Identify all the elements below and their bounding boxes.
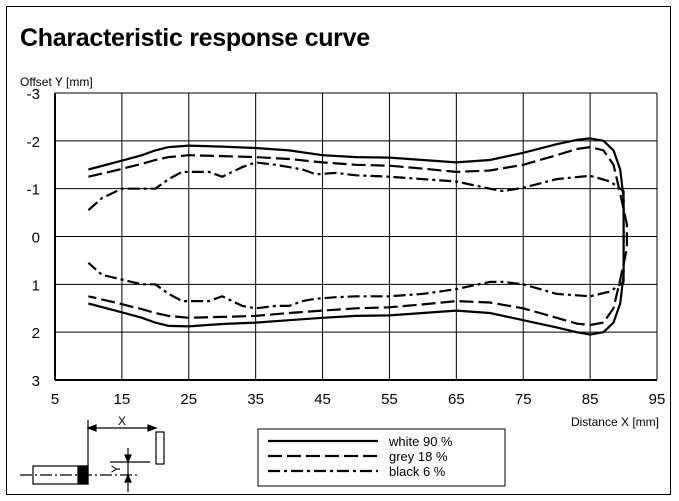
legend-label: grey 18 % (389, 449, 448, 464)
x-tick-label: 85 (582, 391, 599, 408)
x-tick-label: 75 (515, 391, 532, 408)
y-tick-label: 0 (32, 230, 40, 247)
curve-dashed (88, 146, 629, 327)
x-tick-label: 95 (649, 391, 666, 408)
diagram-y-label: Y (109, 465, 123, 473)
y-tick-label: 2 (32, 325, 40, 342)
legend-box (257, 428, 506, 487)
x-axis-label: Distance X [mm] (571, 415, 659, 429)
curve-dashdot (87, 161, 625, 310)
legend: white 90 %grey 18 %black 6 % (257, 428, 506, 487)
y-tick-label: -2 (27, 134, 40, 151)
distance-arrowheads (86, 424, 158, 432)
x-tick-label: 45 (314, 391, 331, 408)
x-tick-label: 5 (51, 391, 59, 408)
x-tick-label: 55 (381, 391, 398, 408)
tick-labels: 5 15 25 35 45 55 65 75 85 95 -3 -2 -1 0 1 2 3 (27, 86, 666, 408)
x-tick-label: 15 (114, 391, 131, 408)
x-tick-label: 35 (247, 391, 264, 408)
y-axis-label: Offset Y [mm] (20, 75, 93, 89)
figure-frame (6, 6, 671, 495)
offset-arrowheads (124, 454, 132, 483)
y-tick-label: 3 (32, 373, 40, 390)
chart-title: Characteristic response curve (20, 24, 370, 52)
diagram-x-label: X (118, 414, 126, 428)
sensor-diagram (20, 420, 165, 492)
y-tick-label: -3 (27, 86, 40, 103)
legend-label: black 6 % (389, 464, 446, 479)
x-tick-label: 25 (180, 391, 197, 408)
y-tick-label: 1 (32, 277, 40, 294)
grid (54, 92, 658, 381)
reflector-target (155, 431, 165, 465)
legend-label: white 90 % (388, 434, 453, 449)
curves (87, 137, 629, 336)
x-tick-label: 65 (448, 391, 465, 408)
y-tick-label: -1 (27, 182, 40, 199)
